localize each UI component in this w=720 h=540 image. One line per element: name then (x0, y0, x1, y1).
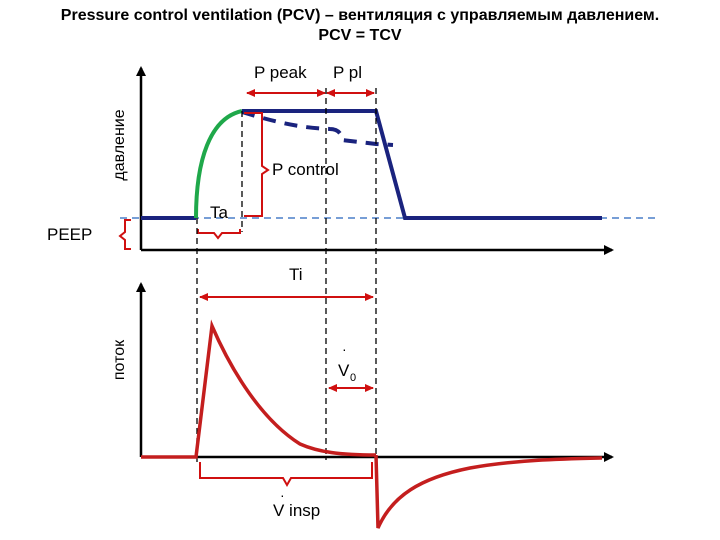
v0-subscript: 0 (350, 372, 356, 384)
flow-axis-label: поток (111, 339, 128, 380)
p-control-brace (244, 112, 270, 217)
ti-label: Ti (289, 265, 303, 284)
p-pl-label: P pl (333, 63, 362, 82)
v-insp-dot: · (280, 487, 285, 503)
pressure-axis-label: давление (111, 109, 128, 180)
expiratory-flow-curve (374, 454, 603, 529)
plateau-pressure-dashed-curve (241, 110, 394, 147)
v-insp-brace (199, 462, 373, 488)
v-insp-label: V insp (273, 501, 320, 520)
peep-brace (118, 219, 131, 250)
peep-label: PEEP (47, 225, 92, 244)
inspiratory-flow-curve (141, 319, 377, 459)
pressure-plateau-curve (242, 109, 602, 220)
v0-dot: · (342, 341, 347, 357)
v0-label: V (338, 361, 350, 380)
ta-label: Ta (210, 203, 229, 222)
title-line-1: Pressure control ventilation (PCV) – вен… (60, 7, 660, 24)
pressure-rise-curve (194, 109, 243, 219)
p-peak-label: P peak (254, 63, 307, 82)
ta-brace (197, 229, 241, 240)
p-control-label: P control (272, 160, 339, 179)
title-line-2: PCV = TCV (318, 27, 402, 44)
